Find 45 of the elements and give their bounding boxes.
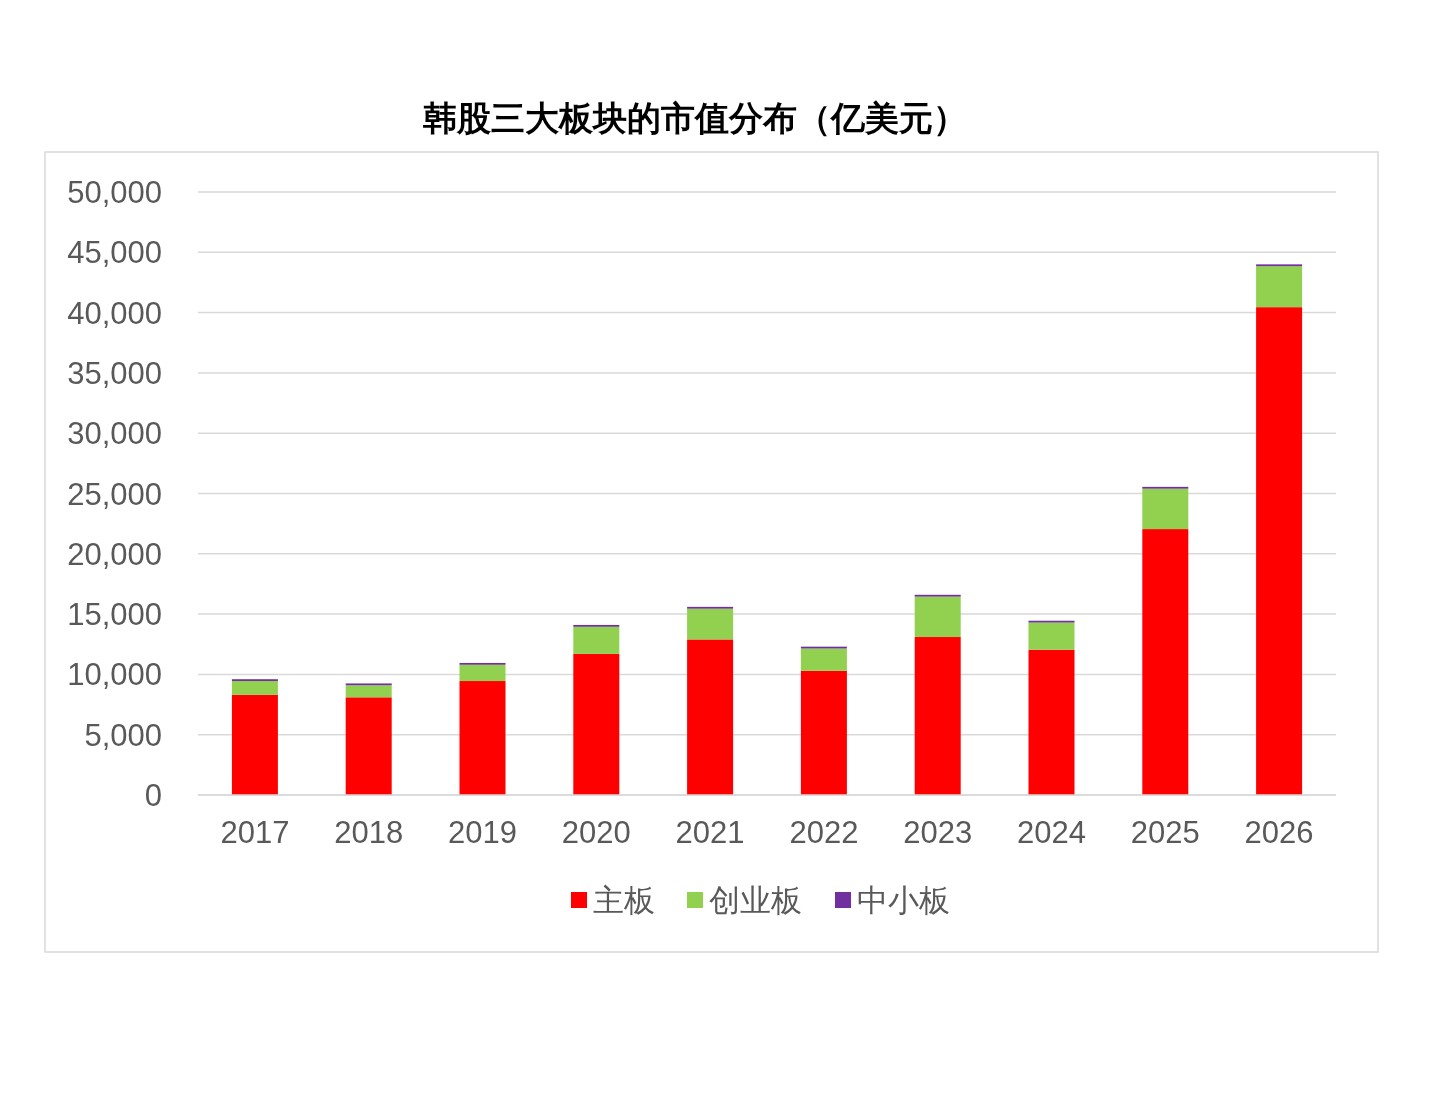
x-tick-label: 2023 [903,815,973,850]
y-tick-label: 25,000 [67,476,162,512]
bar [914,596,961,638]
x-tick-label: 2020 [561,815,631,850]
bar [459,664,506,682]
bar [800,648,847,671]
bar [573,626,620,654]
x-tick-label: 2019 [448,815,517,850]
bar [914,637,961,795]
bar [1256,307,1303,795]
y-tick-label: 40,000 [67,295,162,331]
y-tick-label: 5,000 [84,717,162,753]
bar [1142,529,1189,795]
x-tick-label: 2024 [1017,815,1086,850]
bar [231,694,278,795]
y-tick-label: 45,000 [67,235,162,271]
bar [1256,266,1303,308]
bar [1028,622,1075,650]
x-tick-label: 2018 [334,815,404,850]
bar [800,670,847,795]
bar [231,681,278,695]
legend-label: 创业板 [709,883,802,918]
bar [1028,649,1075,795]
bar [345,685,392,698]
bar [687,639,734,795]
legend-label: 主板 [593,883,655,918]
y-tick-label: 10,000 [67,657,162,693]
x-tick-label: 2021 [675,815,745,850]
y-tick-label: 0 [144,778,162,813]
legend-label: 中小板 [857,883,950,918]
y-tick-label: 35,000 [67,355,162,391]
x-tick-label: 2022 [789,815,859,850]
x-tick-label: 2026 [1244,815,1314,850]
bar [459,681,506,795]
x-tick-label: 2025 [1130,815,1200,850]
x-tick-label: 2017 [220,815,290,850]
chart-title: 韩股三大板块的市值分布（亿美元） [422,99,967,137]
bar [1142,488,1189,530]
y-tick-label: 20,000 [67,536,162,572]
y-tick-label: 15,000 [67,597,162,633]
y-tick-label: 50,000 [67,175,162,210]
bar [573,653,620,795]
bar [345,697,392,795]
y-tick-label: 30,000 [67,416,162,452]
bar [687,608,734,640]
